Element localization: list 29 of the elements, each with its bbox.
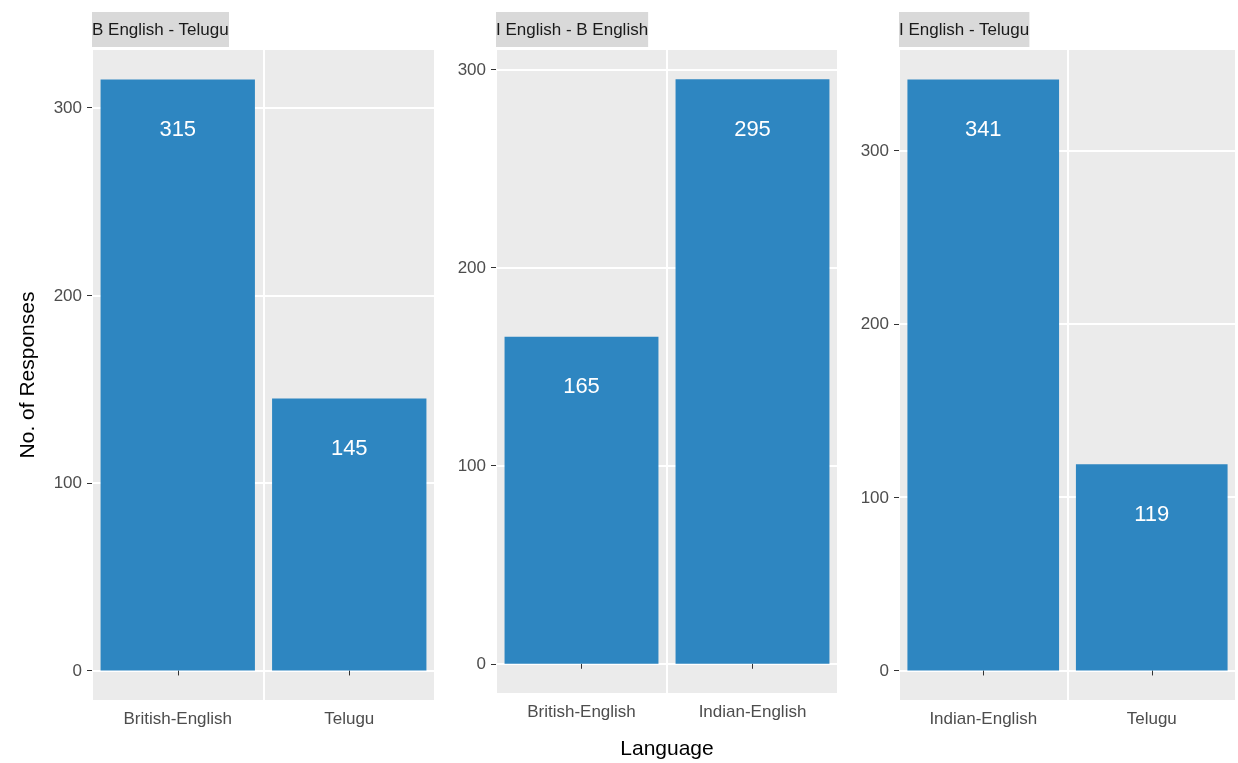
chart-title: B English - Telugu [92,20,229,39]
data-label: 165 [563,373,600,399]
y-tick-label: 0 [879,660,889,680]
x-tick-label: Indian-English [929,709,1038,728]
y-tick-label: 100 [457,456,486,476]
y-tick-label: 200 [860,314,889,334]
y-tick-label: 100 [860,487,889,507]
data-label: 119 [1134,500,1170,526]
y-tick-label: 100 [53,473,82,493]
x-axis-title: Language [620,736,714,759]
y-axis-title: No. of Responses [15,291,38,459]
y-tick-label: 0 [72,660,82,680]
chart-title: I English - Telugu [899,20,1030,39]
y-tick-label: 200 [53,285,82,305]
y-tick-label: 300 [860,141,889,161]
y-tick-label: 0 [476,654,486,674]
chart-title: I English - B English [496,20,649,39]
data-label: 145 [330,434,368,460]
x-tick-label: British-English [527,702,636,721]
data-label: 295 [734,115,771,141]
y-tick-label: 300 [457,59,486,79]
y-tick-label: 300 [53,98,82,118]
x-tick-label: British-English [123,709,233,728]
data-label: 315 [159,116,197,142]
x-tick-label: Telugu [324,709,375,728]
y-tick-label: 200 [457,257,486,277]
x-tick-label: Telugu [1126,709,1177,728]
x-tick-label: Indian-English [698,702,807,721]
data-label: 341 [964,116,1002,142]
